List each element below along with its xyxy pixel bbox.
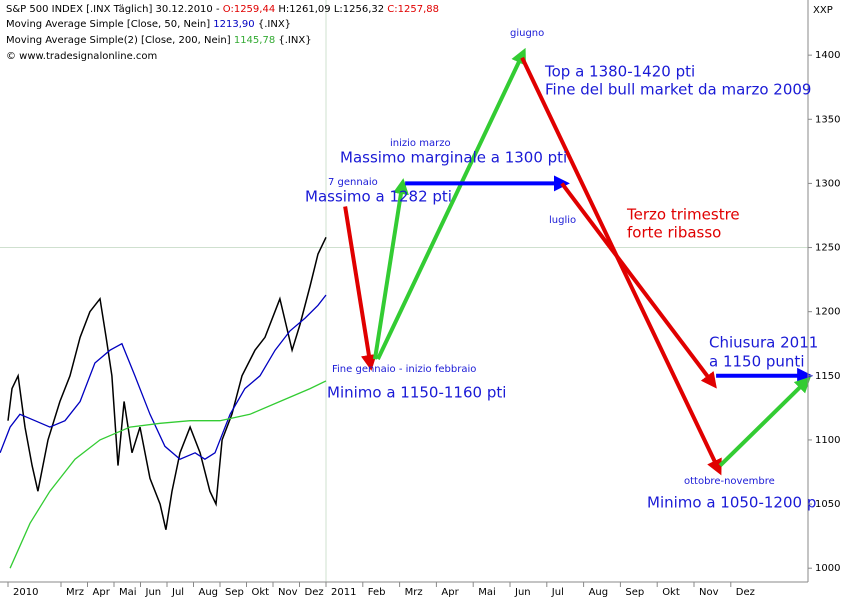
- x-tick-label: Mai: [478, 587, 496, 598]
- y-tick-label: 1000: [815, 563, 840, 574]
- annotation: inizio marzo: [390, 138, 451, 149]
- x-tick-label: Aug: [589, 587, 609, 598]
- x-tick-label: Nov: [699, 587, 719, 598]
- indicator: Moving Average Simple(2) [Close, 200, Ne…: [6, 35, 231, 46]
- x-tick-label: Okt: [662, 587, 680, 598]
- indicator: Moving Average Simple [Close, 50, Nein]: [6, 19, 210, 30]
- x-tick-label: Jun: [514, 587, 531, 598]
- y-tick-label: 1400: [815, 50, 840, 61]
- y-tick-label: 1250: [815, 243, 840, 254]
- y-tick-label: 1200: [815, 307, 840, 318]
- forecast-arrow: [718, 376, 811, 468]
- x-tick-label: Jul: [551, 587, 564, 598]
- annotation: Fine gennaio - inizio febbraio: [332, 364, 476, 375]
- y-tick-label: 1150: [815, 371, 840, 382]
- legend: S&P 500 INDEX [.INX Täglich] 30.12.2010 …: [6, 4, 439, 62]
- x-tick-label: Dez: [736, 587, 755, 598]
- open: O:1259,44: [223, 4, 275, 15]
- plot-area: [0, 0, 814, 582]
- annotation: Minimo a 1150-1160 pti: [327, 384, 506, 402]
- indicator-value: 1145,78: [234, 35, 275, 46]
- indicator-value: 1213,90: [213, 19, 254, 30]
- forecast-arrow: [560, 182, 717, 389]
- x-tick-label: Jun: [145, 587, 162, 598]
- y-tick-label: 1050: [815, 499, 840, 510]
- annotation: Top a 1380-1420 pti: [544, 63, 695, 81]
- x-tick-label: Feb: [368, 587, 386, 598]
- annotation: giugno: [510, 28, 544, 39]
- annotation: Terzo trimestre: [626, 206, 740, 224]
- source: © www.tradesignalonline.com: [6, 51, 157, 62]
- x-tick-label: Mrz: [66, 587, 84, 598]
- legend-text: Moving Average Simple [Close, 50, Nein] …: [6, 19, 291, 30]
- forecast-arrow: [343, 206, 377, 371]
- annotation: a 1150 punti: [709, 353, 805, 371]
- series-line: [0, 294, 327, 460]
- x-tick-label: Okt: [252, 587, 270, 598]
- axis-label: XXP: [813, 5, 833, 16]
- annotation: 7 gennaio: [328, 177, 378, 188]
- forecast-arrow: [376, 47, 526, 360]
- high: H:1261,09: [278, 4, 330, 15]
- x-tick-label: Mrz: [405, 587, 423, 598]
- x-tick-label: 2011: [331, 587, 356, 598]
- low: L:1256,32: [334, 4, 384, 15]
- symbol: S&P 500 INDEX [.INX Täglich] 30.12.2010 …: [6, 4, 220, 15]
- annotation: luglio: [549, 215, 576, 226]
- x-tick-label: Nov: [278, 587, 298, 598]
- x-tick-label: Dez: [305, 587, 324, 598]
- annotation: Massimo marginale a 1300 pti: [340, 149, 567, 167]
- y-tick-label: 1300: [815, 178, 840, 189]
- x-tick-label: Apr: [93, 587, 111, 598]
- x-tick-label: Sep: [625, 587, 644, 598]
- x-tick-label: Mai: [119, 587, 137, 598]
- x-tick-label: Aug: [199, 587, 219, 598]
- annotation: ottobre-novembre: [684, 476, 775, 487]
- annotation: Chiusura 2011: [709, 334, 818, 352]
- indicator-suffix: {.INX}: [258, 19, 291, 30]
- annotations: giugno Top a 1380-1420 pti Fine del bull…: [305, 28, 818, 512]
- y-tick-label: 1350: [815, 114, 840, 125]
- annotation: Massimo a 1282 pti: [305, 188, 452, 206]
- x-tick-label: 2010: [13, 587, 38, 598]
- close: C:1257,88: [387, 4, 439, 15]
- x-tick-label: Jul: [171, 587, 184, 598]
- forecast-arrow: [372, 178, 409, 360]
- annotation: Fine del bull market da marzo 2009: [545, 81, 811, 99]
- annotation: forte ribasso: [627, 224, 721, 242]
- x-tick-label: Apr: [441, 587, 459, 598]
- indicator-suffix: {.INX}: [278, 35, 311, 46]
- legend-text: Moving Average Simple(2) [Close, 200, Ne…: [6, 35, 312, 46]
- annotation: Minimo a 1050-1200 p: [647, 494, 816, 512]
- series-line: [9, 380, 327, 569]
- y-tick-label: 1100: [815, 435, 840, 446]
- legend-text: S&P 500 INDEX [.INX Täglich] 30.12.2010 …: [6, 4, 439, 15]
- series-line: [7, 236, 327, 530]
- x-tick-label: Sep: [225, 587, 244, 598]
